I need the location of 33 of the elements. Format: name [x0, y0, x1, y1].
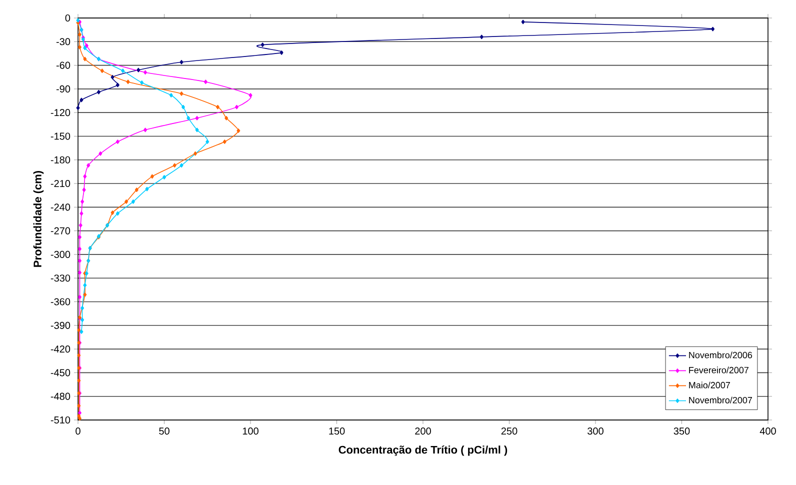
- x-tick-label: 300: [588, 428, 604, 435]
- x-tick-label: 0: [76, 428, 80, 435]
- y-tick-label: -180: [50, 156, 70, 164]
- y-tick-label: -360: [50, 298, 70, 306]
- y-tick-label: -120: [50, 109, 70, 116]
- y-tick-label: -30: [56, 38, 70, 46]
- y-tick-label: -300: [50, 250, 70, 258]
- y-tick-label: -60: [56, 62, 70, 69]
- x-axis-title: Concentração de Trítio ( pCi/ml ): [338, 445, 508, 456]
- x-tick-label: 100: [242, 428, 258, 435]
- y-tick-label: -330: [50, 274, 70, 282]
- legend-label: Novembro/2007: [689, 396, 752, 404]
- x-tick-label: 400: [760, 428, 776, 435]
- x-tick-label: 150: [329, 428, 345, 435]
- x-tick-label: 200: [415, 428, 431, 435]
- legend-label: Fevereiro/2007: [689, 366, 748, 374]
- y-tick-label: 0: [65, 14, 70, 22]
- y-tick-label: -450: [50, 369, 70, 376]
- y-tick-label: -240: [50, 204, 70, 211]
- y-tick-label: -510: [50, 416, 70, 424]
- y-tick-label: -270: [50, 227, 70, 234]
- y-tick-label: -390: [50, 322, 70, 329]
- y-tick-label: -150: [50, 132, 70, 140]
- y-tick-label: -480: [50, 392, 70, 400]
- y-tick-label: -210: [50, 180, 70, 188]
- x-tick-label: 50: [159, 428, 170, 435]
- y-tick-label: -90: [56, 85, 70, 92]
- legend-label: Novembro/2006: [689, 352, 752, 358]
- legend-label: Maio/2007: [689, 382, 730, 388]
- x-tick-label: 350: [674, 428, 690, 435]
- y-axis-title: Profundidade (cm): [33, 170, 44, 267]
- x-tick-label: 250: [501, 428, 518, 435]
- y-tick-label: -420: [50, 346, 70, 353]
